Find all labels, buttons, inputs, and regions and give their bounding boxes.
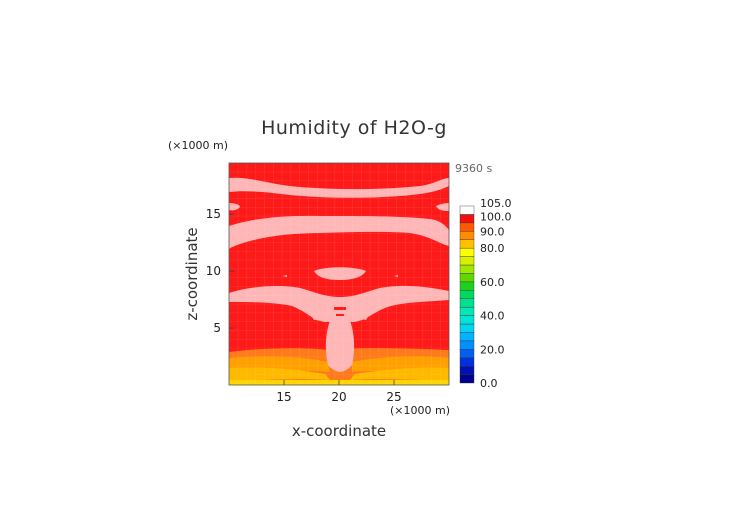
colorbar-level xyxy=(459,315,475,325)
colorbar-level xyxy=(459,365,475,375)
colorbar-level xyxy=(459,247,475,257)
colorbar-level xyxy=(459,349,475,358)
chart-title: Humidity of H2O-g xyxy=(261,117,447,139)
x-unit-label: (×1000 m) xyxy=(390,404,450,417)
colorbar-level xyxy=(459,332,475,342)
axes: 15 20 25 5 10 15 xyxy=(206,162,450,404)
colorbar-level xyxy=(459,231,475,240)
colorbar-level xyxy=(459,306,475,316)
colorbar-label: 0.0 xyxy=(480,377,498,390)
colorbar-label: 105.0 xyxy=(480,197,512,210)
x-tick-label: 15 xyxy=(276,390,291,404)
colorbar-level xyxy=(459,323,475,333)
colorbar-label: 20.0 xyxy=(480,343,505,356)
colorbar-level xyxy=(459,214,475,224)
colorbar-label: 90.0 xyxy=(480,225,505,238)
colorbar-label: 40.0 xyxy=(480,310,505,323)
colorbar-level xyxy=(459,290,475,299)
colorbar-label: 100.0 xyxy=(480,210,512,223)
colorbar-level xyxy=(459,357,475,367)
y-tick-label: 10 xyxy=(206,264,221,278)
colorbar-level xyxy=(459,340,475,350)
colorbar-level xyxy=(459,281,475,291)
x-tick-label: 25 xyxy=(386,390,401,404)
time-label: 9360 s xyxy=(455,162,492,175)
x-tick-label: 20 xyxy=(331,390,346,404)
y-axis-title: z-coordinate xyxy=(183,227,201,320)
colorbar-level xyxy=(459,239,475,249)
colorbar-level xyxy=(459,374,475,384)
colorbar-level xyxy=(459,222,475,232)
x-axis-title: x-coordinate xyxy=(292,422,386,440)
colorbar-label: 80.0 xyxy=(480,242,505,255)
z-unit-label: (×1000 m) xyxy=(168,139,228,152)
colorbar-level xyxy=(459,298,475,308)
colorbar-level xyxy=(459,256,475,266)
colorbar-level xyxy=(459,264,475,274)
y-tick-label: 5 xyxy=(213,321,221,335)
y-tick-label: 15 xyxy=(206,207,221,221)
heatmap-field xyxy=(229,163,449,385)
colorbar-level xyxy=(459,205,475,215)
colorbar-label: 60.0 xyxy=(480,276,505,289)
cell-grid xyxy=(229,163,449,385)
colorbar-level xyxy=(459,273,475,283)
